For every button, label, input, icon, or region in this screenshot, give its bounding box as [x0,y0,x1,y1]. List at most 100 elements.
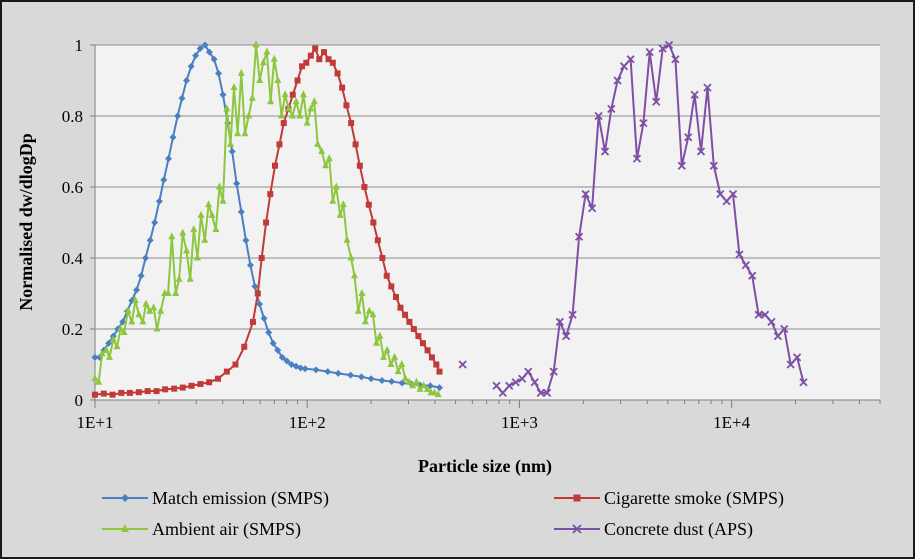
data-point [600,147,610,156]
data-point [219,91,227,99]
data-point [350,271,358,279]
data-point [146,306,154,314]
data-point [133,286,141,294]
data-point [175,274,183,282]
data-point [233,179,241,187]
data-point [256,76,264,83]
data-point [228,148,236,155]
y-tick-label: 0.4 [62,249,84,268]
data-point [735,250,744,259]
data-point [234,129,242,137]
data-point [792,353,802,362]
legend-entry: Ambient air (SMPS) [102,519,301,540]
legend-entry: Concrete dust (APS) [554,519,753,540]
data-point [237,208,245,216]
data-point [760,310,770,319]
data-point [206,379,213,386]
data-point [423,384,431,392]
data-point [677,161,686,170]
x-axis-title: Particle size (nm) [418,456,552,477]
data-point [210,55,218,63]
data-point [402,311,409,318]
data-point [153,324,161,332]
data-point [332,182,340,190]
data-point [183,246,191,254]
data-point [518,374,527,383]
legend-label: Cigarette smoke (SMPS) [604,488,784,509]
plot-area [95,45,880,400]
data-point [151,219,159,226]
data-point [241,343,248,350]
data-point [397,304,404,311]
data-point [223,368,230,375]
data-point [223,104,231,112]
data-point [773,331,783,341]
data-point [155,197,163,205]
x-tick-label: 1E+3 [501,413,538,432]
data-point [767,317,776,327]
series-2 [91,40,442,398]
data-point [343,235,351,243]
data-point [394,367,402,375]
data-point [405,377,413,385]
data-point [215,375,222,382]
data-point [530,378,539,387]
data-point [420,381,428,389]
legend-swatch-marker [121,524,129,532]
data-point [92,391,98,398]
data-point [162,386,169,393]
data-point [780,324,789,334]
data-point [232,361,239,368]
data-point [339,200,347,208]
data-point [227,139,235,147]
data-point [388,378,396,386]
data-point [524,367,533,376]
data-point [197,210,205,218]
data-point [205,48,213,56]
data-point [436,368,443,375]
data-point [301,365,309,373]
data-point [245,111,253,119]
data-point [248,93,256,101]
data-point [299,63,306,70]
data-point [196,45,204,53]
data-point [671,55,680,64]
data-point [241,129,249,137]
data-point [289,91,296,98]
data-point [118,389,125,396]
data-point [142,254,150,262]
data-point [392,294,399,301]
data-point [748,271,757,280]
data-point [288,111,296,119]
data-point [146,236,154,244]
data-point [799,378,808,387]
data-point [168,232,176,240]
data-point [626,55,635,64]
data-point [325,56,332,63]
data-point [587,204,597,213]
data-point [179,384,186,391]
data-point [105,352,113,360]
data-point [716,189,725,199]
data-point [435,384,443,392]
data-point [120,328,128,336]
data-point [658,44,667,53]
data-point [183,77,191,84]
data-point [139,317,147,325]
data-point [150,303,158,311]
data-point [98,349,106,357]
data-point [505,381,514,390]
data-point [126,389,133,396]
data-point [259,58,267,66]
data-point [312,366,320,374]
data-point [128,317,136,325]
x-tick-label: 1E+4 [713,413,750,432]
data-point [299,90,307,98]
data-point [388,283,395,290]
data-point [336,210,344,218]
data-point [281,90,289,98]
data-point [296,111,304,119]
data-point [274,76,282,83]
data-point [274,346,282,354]
